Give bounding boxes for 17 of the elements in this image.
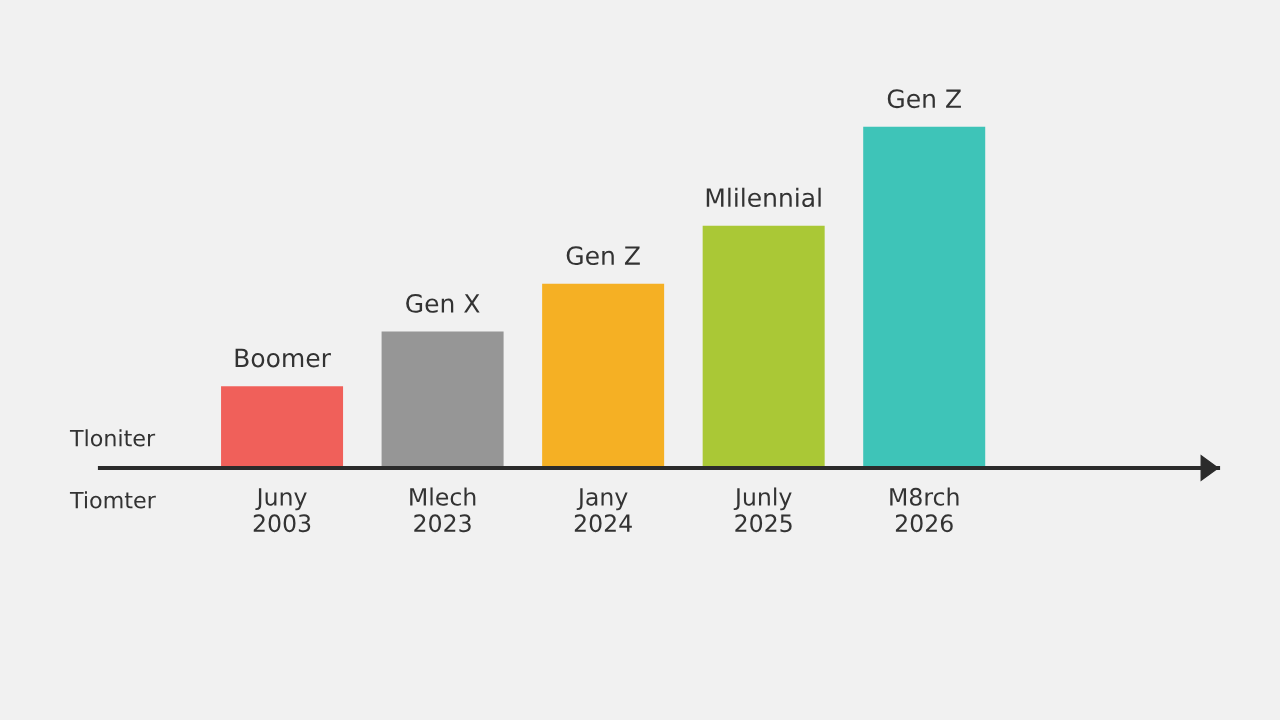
text: Tiomter	[69, 491, 156, 509]
bar	[381, 331, 504, 468]
x-tick-label: Mlech 2023	[410, 487, 476, 533]
x-tick-label: Jany 2024	[574, 488, 632, 533]
x-tick-label: Junly 2025	[733, 487, 792, 533]
text: Tloniter	[69, 429, 156, 447]
bar	[542, 283, 665, 468]
annotation: Gen Z	[566, 246, 640, 266]
bar	[702, 225, 825, 468]
bar	[863, 126, 986, 468]
annotation: Gen X	[406, 293, 480, 313]
annotation: Gen Z	[887, 89, 961, 109]
annotation: Mlilennial	[706, 187, 821, 208]
annotation: Boomer	[235, 348, 331, 368]
bar	[221, 386, 344, 468]
x-tick-label: Juny 2003	[253, 488, 311, 533]
x-tick-label: M8rch 2026	[890, 487, 959, 533]
